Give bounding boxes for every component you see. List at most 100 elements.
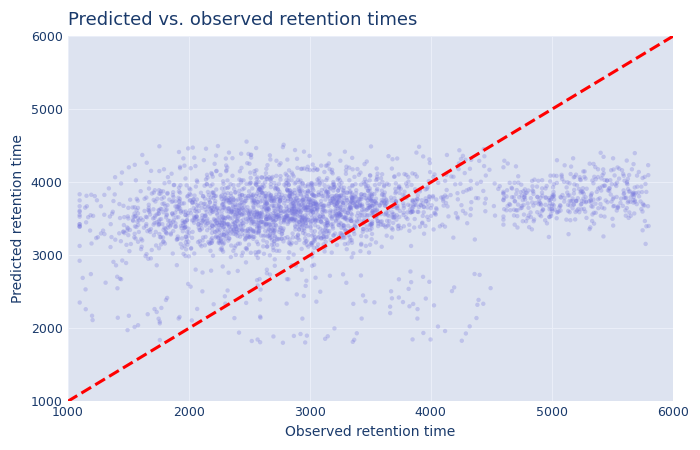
- Point: [454, 160, 465, 167]
- Point: [265, 271, 276, 278]
- Point: [250, 192, 261, 199]
- Point: [257, 189, 268, 196]
- Point: [379, 183, 390, 190]
- Point: [589, 173, 600, 180]
- Point: [278, 238, 289, 245]
- Point: [262, 215, 273, 222]
- Point: [221, 166, 232, 174]
- Point: [232, 207, 243, 214]
- Point: [425, 336, 436, 343]
- Point: [296, 207, 307, 214]
- Point: [273, 208, 284, 215]
- Point: [612, 204, 623, 212]
- Point: [263, 226, 274, 233]
- Point: [356, 240, 367, 248]
- Point: [308, 166, 319, 174]
- Point: [207, 181, 218, 188]
- Point: [226, 206, 237, 213]
- Point: [186, 245, 197, 252]
- Point: [344, 205, 355, 212]
- Point: [244, 216, 256, 223]
- Point: [355, 195, 366, 202]
- Point: [366, 198, 377, 205]
- Point: [494, 183, 505, 190]
- Point: [361, 158, 372, 165]
- Point: [340, 170, 351, 177]
- Point: [127, 204, 139, 211]
- Point: [279, 200, 290, 207]
- Point: [455, 155, 466, 162]
- Point: [343, 207, 354, 214]
- Point: [291, 291, 302, 298]
- Point: [354, 202, 365, 210]
- Point: [88, 212, 99, 220]
- Point: [418, 153, 429, 160]
- Point: [386, 204, 397, 211]
- Point: [153, 315, 164, 322]
- Point: [365, 171, 376, 179]
- Point: [581, 214, 592, 221]
- Point: [190, 162, 201, 170]
- Point: [222, 231, 233, 238]
- Point: [310, 274, 321, 281]
- Point: [247, 197, 258, 204]
- Point: [265, 176, 276, 183]
- Point: [506, 194, 517, 201]
- Point: [402, 216, 413, 223]
- Point: [274, 224, 286, 231]
- Point: [509, 198, 520, 205]
- Point: [625, 194, 636, 201]
- Point: [601, 177, 612, 184]
- Point: [155, 188, 167, 195]
- Point: [216, 246, 228, 253]
- Point: [621, 157, 632, 164]
- Point: [302, 243, 314, 250]
- Point: [198, 216, 209, 223]
- Point: [209, 160, 220, 167]
- Point: [285, 215, 296, 222]
- Point: [359, 161, 370, 168]
- Point: [545, 172, 556, 179]
- Point: [278, 141, 289, 149]
- Point: [220, 162, 232, 169]
- Point: [460, 210, 471, 217]
- Point: [347, 166, 358, 173]
- Point: [130, 204, 141, 211]
- Point: [251, 166, 262, 174]
- Point: [412, 195, 423, 203]
- Point: [592, 188, 603, 195]
- Point: [211, 167, 222, 175]
- Point: [160, 228, 172, 235]
- Point: [296, 216, 307, 223]
- Point: [619, 194, 630, 201]
- Point: [318, 204, 329, 212]
- Point: [269, 229, 280, 236]
- Point: [256, 232, 267, 239]
- Point: [210, 192, 221, 199]
- Point: [338, 214, 349, 221]
- Point: [328, 183, 339, 190]
- Point: [538, 207, 549, 214]
- Point: [216, 221, 228, 229]
- Point: [251, 225, 262, 232]
- Point: [170, 198, 181, 205]
- Point: [261, 200, 272, 207]
- Point: [271, 213, 282, 220]
- Point: [393, 184, 405, 191]
- Point: [172, 261, 183, 269]
- Point: [206, 239, 217, 247]
- Point: [333, 175, 344, 182]
- Point: [262, 233, 273, 240]
- Point: [430, 205, 442, 212]
- Point: [344, 184, 355, 192]
- Point: [550, 206, 561, 213]
- Point: [367, 202, 378, 209]
- Point: [270, 194, 281, 201]
- Point: [253, 248, 264, 256]
- Point: [335, 205, 346, 212]
- Point: [365, 172, 376, 179]
- Point: [207, 208, 218, 216]
- Point: [564, 180, 575, 187]
- Point: [265, 156, 276, 163]
- Point: [305, 220, 316, 227]
